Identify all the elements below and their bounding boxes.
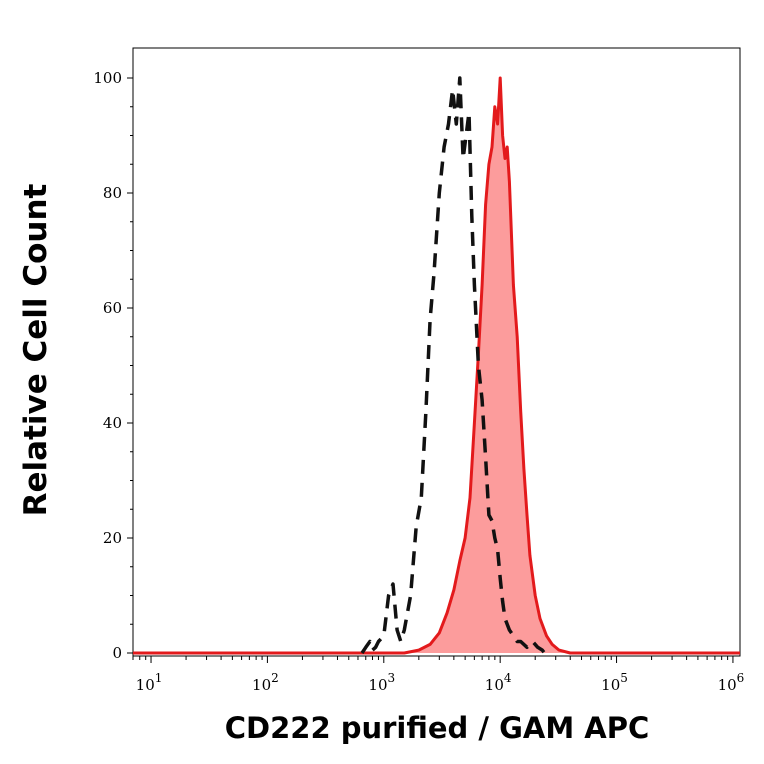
series-0-fill bbox=[133, 78, 740, 653]
y-tick-label-80: 80 bbox=[103, 184, 122, 202]
y-axis: 0 20 40 60 80 100 bbox=[93, 69, 133, 662]
x-tick-label-1000000: 106 bbox=[718, 671, 745, 694]
y-axis-title: Relative Cell Count bbox=[18, 183, 54, 516]
series-1-dashed-line bbox=[360, 76, 546, 655]
x-axis-title: CD222 purified / GAM APC bbox=[225, 711, 650, 745]
y-tick-label-100: 100 bbox=[93, 69, 122, 87]
x-tick-label-100000: 105 bbox=[601, 671, 628, 694]
y-tick-label-60: 60 bbox=[103, 299, 122, 317]
plot-border bbox=[132, 47, 741, 657]
series-layer bbox=[133, 76, 740, 655]
y-tick-label-20: 20 bbox=[103, 529, 122, 547]
plot-frame bbox=[132, 47, 741, 657]
x-tick-label-100: 102 bbox=[252, 671, 279, 694]
y-tick-label-0: 0 bbox=[112, 644, 122, 662]
y-tick-label-40: 40 bbox=[103, 414, 122, 432]
series-0-line bbox=[133, 76, 740, 655]
x-tick-label-10: 101 bbox=[136, 671, 163, 694]
x-tick-label-1000: 103 bbox=[368, 671, 395, 694]
x-axis: 101 102 103 104 105 106 bbox=[132, 656, 745, 694]
x-tick-label-10000: 104 bbox=[485, 671, 512, 694]
